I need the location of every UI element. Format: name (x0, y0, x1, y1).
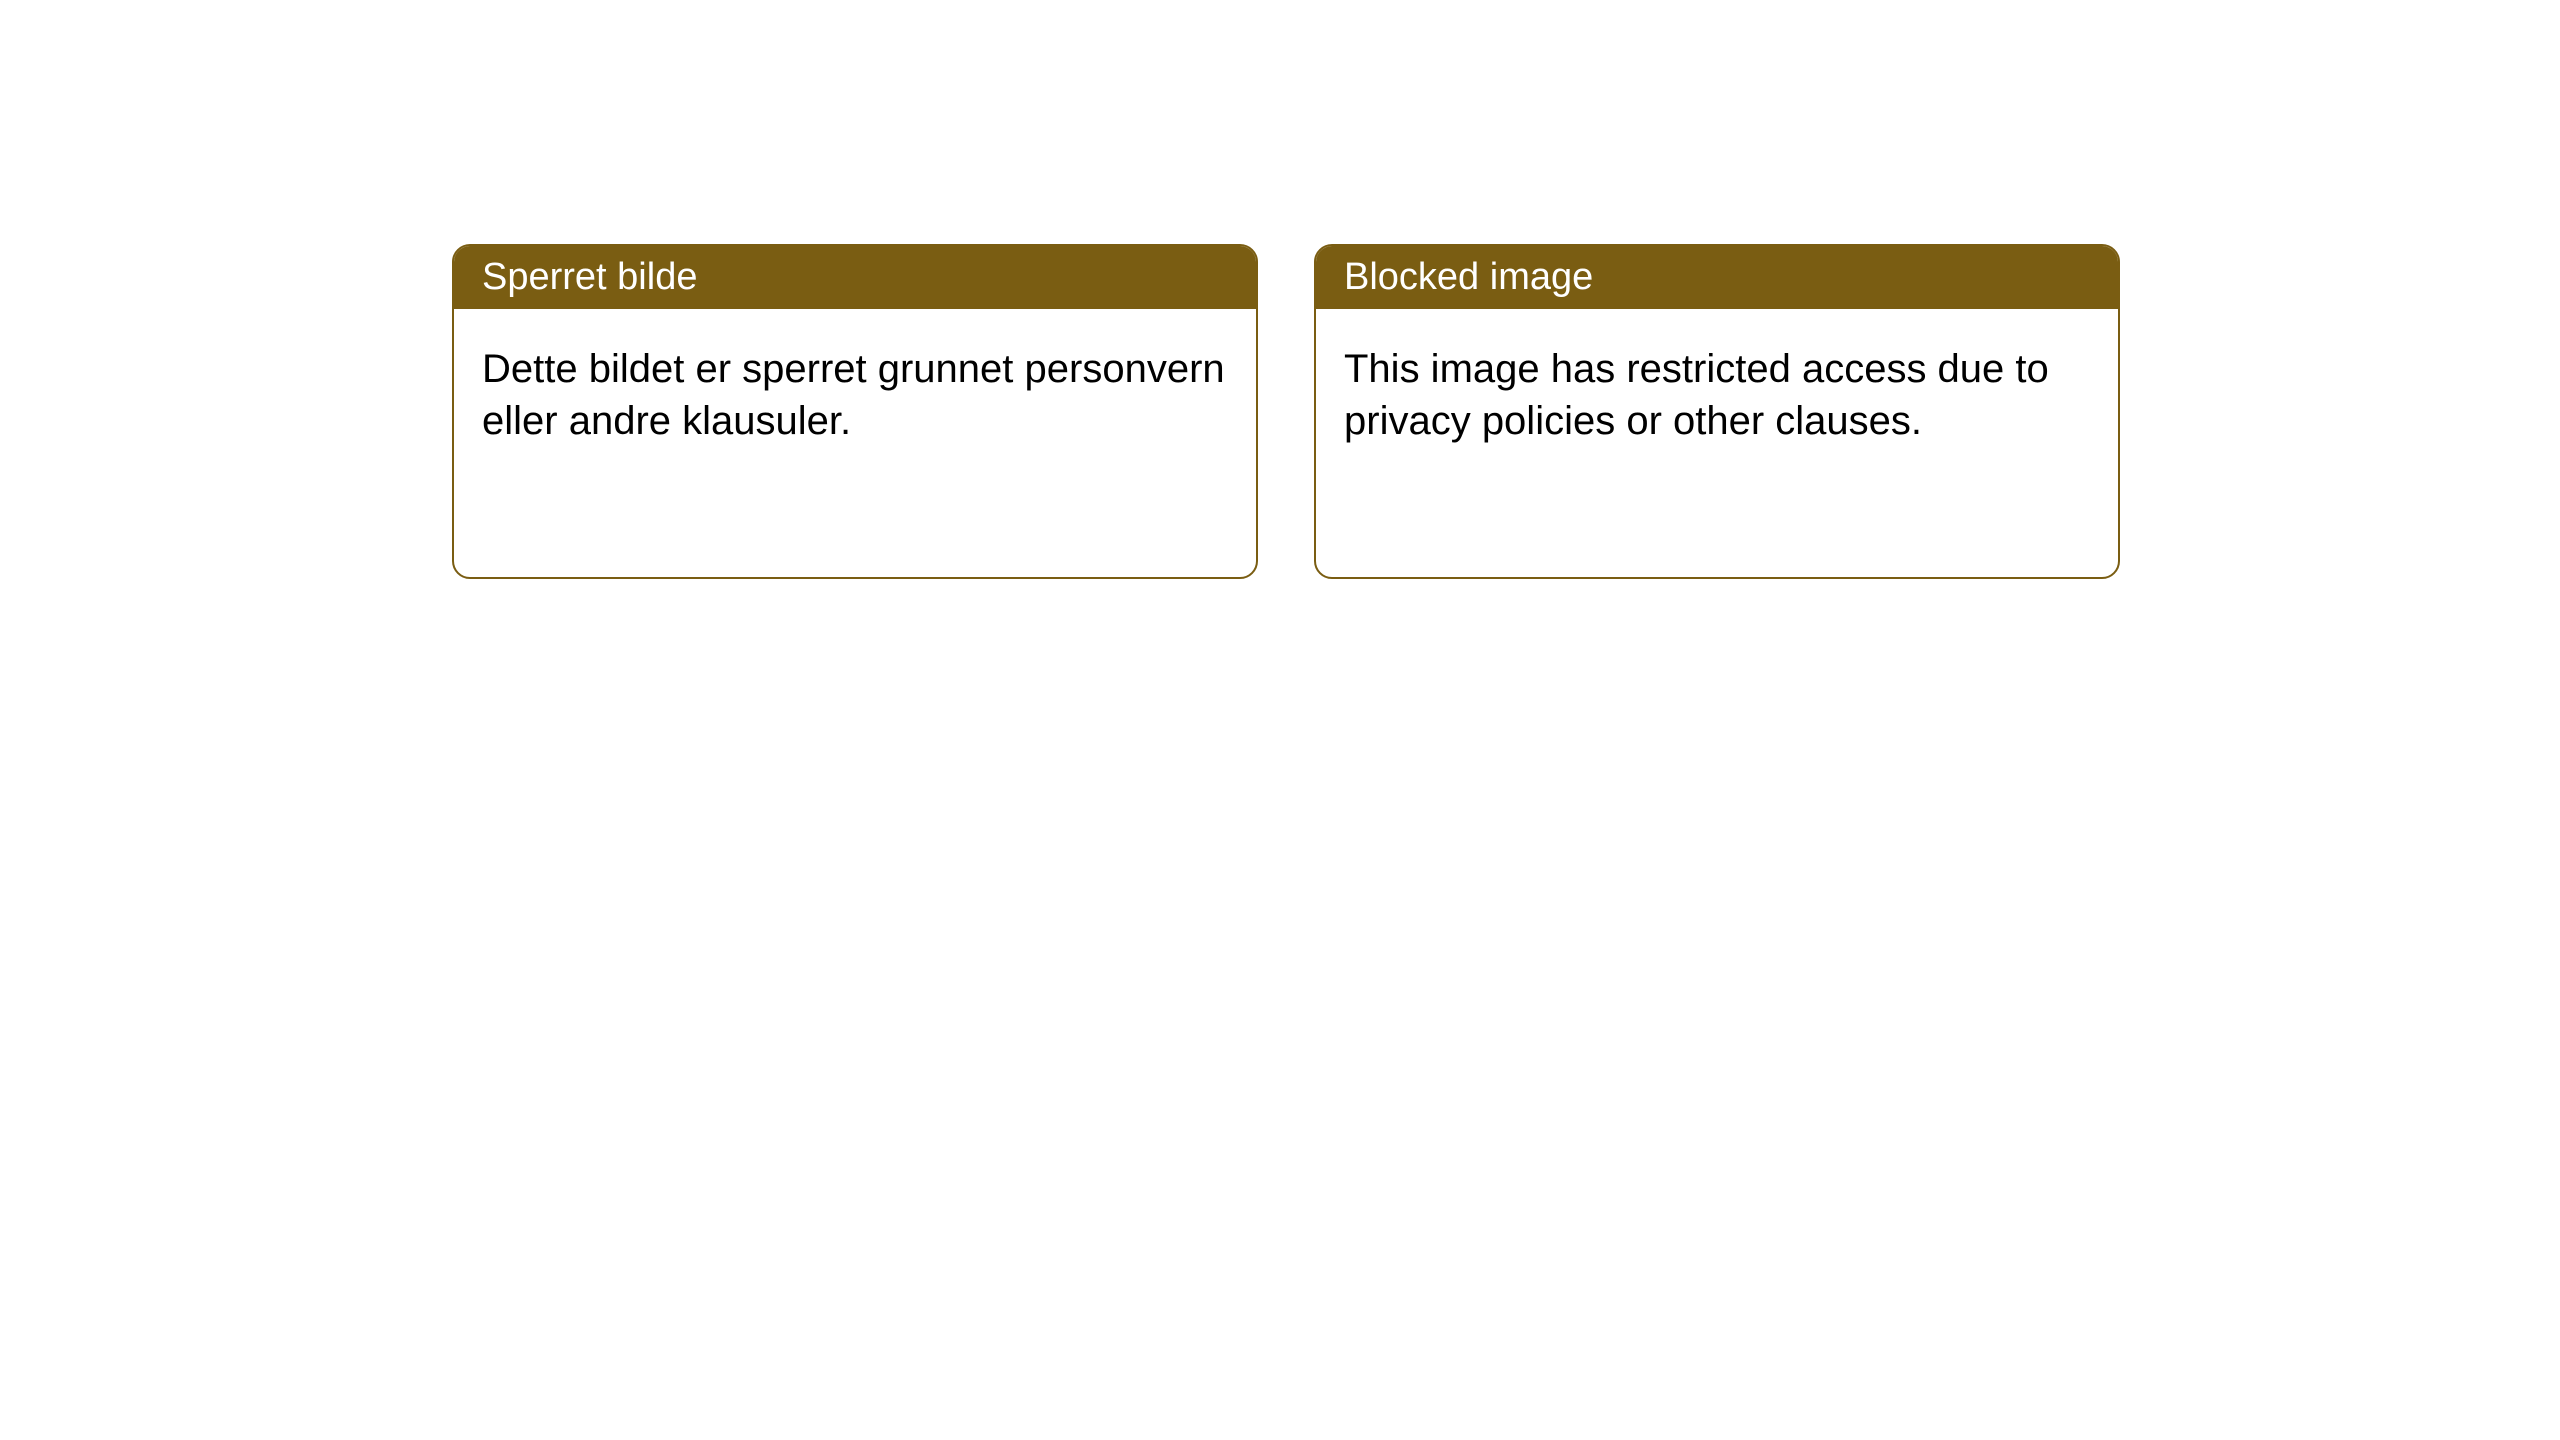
notice-card-norwegian: Sperret bilde Dette bildet er sperret gr… (452, 244, 1258, 579)
notice-card-english: Blocked image This image has restricted … (1314, 244, 2120, 579)
notice-body: Dette bildet er sperret grunnet personve… (454, 309, 1256, 481)
notice-header: Blocked image (1316, 246, 2118, 309)
notice-header: Sperret bilde (454, 246, 1256, 309)
notices-container: Sperret bilde Dette bildet er sperret gr… (452, 244, 2120, 579)
notice-body: This image has restricted access due to … (1316, 309, 2118, 481)
